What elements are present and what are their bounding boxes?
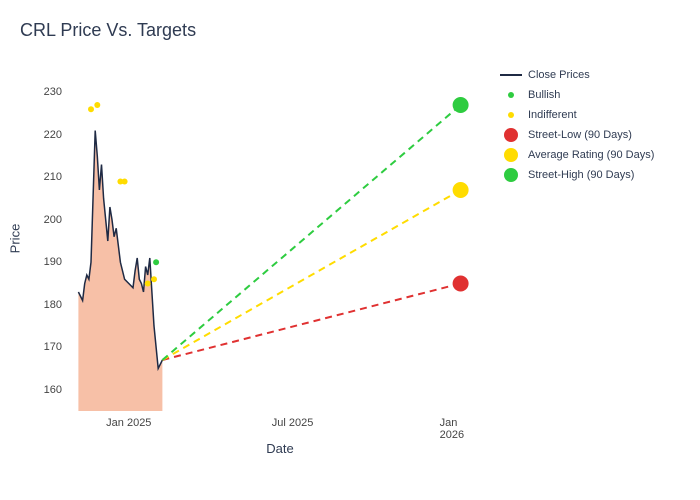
x-tick: Jan 2025 [106,417,151,429]
indifferent-dot [151,276,157,282]
indifferent-dot [145,281,151,287]
projection-average [162,190,460,360]
y-tick: 160 [44,384,62,396]
x-tick: Jan 2026 [440,417,474,441]
plot-svg [70,71,490,411]
y-tick: 200 [44,214,62,226]
chart-container: CRL Price Vs. Targets 160 170 180 190 200 210… [0,0,700,500]
legend-item: Indifferent [500,106,700,124]
bullish-dot [153,259,159,265]
plot-wrap: 160170180190200210220230 Price Jan 2025J… [20,61,680,481]
legend-item: Street-Low (90 Days) [500,126,700,144]
projection-street_high [162,105,460,360]
chart-title: CRL Price Vs. Targets [20,20,680,41]
legend-dot-swatch [500,148,522,162]
legend-label: Average Rating (90 Days) [528,149,654,161]
y-tick: 220 [44,129,62,141]
legend-label: Street-Low (90 Days) [528,129,632,141]
indifferent-dot [88,106,94,112]
legend-label: Indifferent [528,109,577,121]
x-axis-label: Date [266,441,293,456]
legend-dot-swatch [500,92,522,98]
price-area [78,131,162,412]
y-tick: 170 [44,341,62,353]
legend-item: Average Rating (90 Days) [500,146,700,164]
legend-line-swatch [500,74,522,76]
legend-item: Bullish [500,86,700,104]
legend-item: Street-High (90 Days) [500,166,700,184]
legend-dot-swatch [500,112,522,118]
legend: Close Prices Bullish Indifferent Street-Low… [500,66,700,186]
x-tick: Jul 2025 [272,417,314,429]
y-tick: 180 [44,299,62,311]
legend-label: Bullish [528,89,560,101]
legend-item: Close Prices [500,66,700,84]
target-street_high [453,97,469,113]
y-tick: 210 [44,171,62,183]
legend-label: Close Prices [528,69,590,81]
legend-label: Street-High (90 Days) [528,169,634,181]
indifferent-dot [122,179,128,185]
target-average [453,182,469,198]
legend-dot-swatch [500,128,522,142]
y-axis: 160 170 180 190 200 210 220 230 [20,71,68,411]
target-street_low [453,276,469,292]
y-tick: 230 [44,86,62,98]
x-axis: Jan 2025 Jul 2025 Jan 2026 [70,411,490,441]
indifferent-dot [94,102,100,108]
plot-area [70,71,490,411]
legend-dot-swatch [500,168,522,182]
projection-street_low [162,284,460,361]
y-tick: 190 [44,256,62,268]
y-axis-label: Price [8,224,23,254]
